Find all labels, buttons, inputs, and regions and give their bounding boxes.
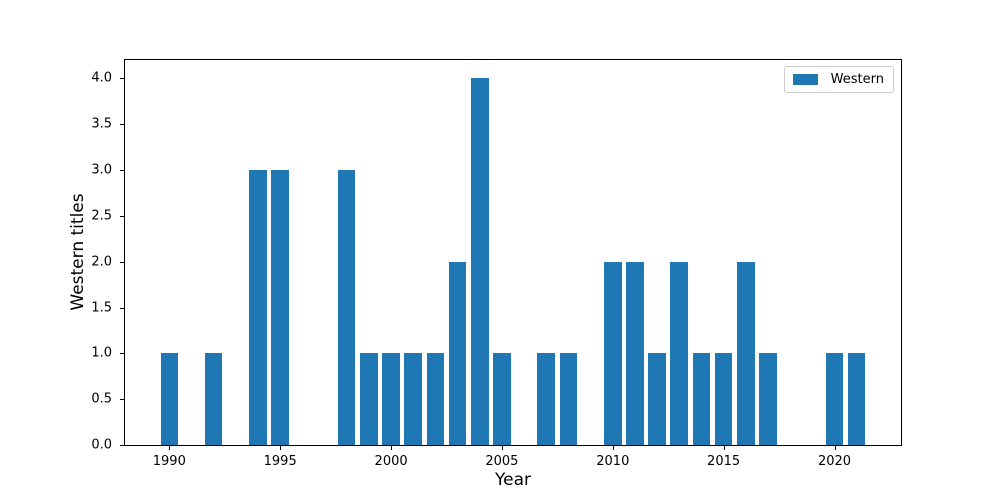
x-tick-label-2000: 2000 — [374, 454, 408, 469]
y-tick-label-3.0: 3.0 — [91, 162, 112, 178]
x-tick-label-2015: 2015 — [707, 454, 741, 469]
x-axis-label: Year — [495, 470, 531, 490]
bar-1999 — [360, 353, 378, 445]
legend-swatch-western — [792, 74, 818, 85]
x-tick-mark-1995 — [280, 446, 282, 450]
x-tick-mark-2005 — [501, 446, 503, 450]
bar-1992 — [204, 353, 223, 445]
bar-2008 — [559, 353, 578, 445]
bar-2015 — [714, 353, 733, 445]
bar-2012 — [648, 353, 666, 445]
y-tick-mark-1.5 — [120, 307, 124, 309]
y-tick-mark-3.0 — [120, 170, 124, 171]
x-tick-label-2005: 2005 — [485, 454, 519, 469]
x-tick-label-2020: 2020 — [817, 454, 852, 469]
legend-label-western: Western — [830, 72, 884, 87]
bar-2020 — [825, 353, 844, 445]
bar-2003 — [448, 261, 467, 445]
bar-2013 — [670, 261, 689, 445]
bar-2021 — [847, 353, 866, 445]
bar-2014 — [692, 353, 711, 445]
y-tick-label-2.5: 2.5 — [91, 208, 112, 224]
bar-2016 — [736, 261, 755, 445]
bar-2005 — [493, 353, 511, 445]
x-tick-mark-2000 — [391, 446, 393, 450]
y-tick-mark-0.5 — [120, 399, 124, 401]
y-tick-mark-3.5 — [120, 124, 124, 126]
bar-1998 — [337, 170, 356, 445]
x-tick-mark-1990 — [169, 446, 171, 450]
y-tick-label-2.0: 2.0 — [91, 254, 112, 270]
legend: Western — [783, 66, 894, 93]
y-tick-label-3.5: 3.5 — [91, 116, 112, 132]
x-tick-mark-2020 — [834, 446, 836, 450]
y-tick-label-4.0: 4.0 — [91, 70, 112, 86]
y-tick-mark-2.5 — [120, 215, 124, 217]
x-tick-mark-2010 — [612, 446, 614, 450]
bar-2000 — [382, 353, 400, 445]
bar-2010 — [603, 261, 622, 445]
bar-1995 — [271, 170, 289, 445]
y-tick-mark-1.0 — [120, 353, 124, 355]
bar-1990 — [160, 353, 179, 445]
x-tick-label-1995: 1995 — [263, 454, 297, 469]
bar-2001 — [404, 353, 423, 445]
y-tick-mark-0.0 — [120, 445, 124, 446]
y-tick-mark-2.0 — [120, 261, 124, 263]
x-tick-label-2010: 2010 — [596, 454, 630, 469]
bar-2017 — [759, 353, 777, 445]
bar-2007 — [537, 353, 556, 445]
plot-area: Western — [124, 59, 902, 446]
bar-2011 — [626, 261, 644, 445]
bar-1994 — [249, 170, 267, 445]
bar-2004 — [470, 78, 489, 445]
y-tick-label-0.0: 0.0 — [91, 437, 112, 453]
y-tick-label-1.0: 1.0 — [91, 345, 112, 361]
x-tick-mark-2015 — [723, 446, 725, 450]
bar-2002 — [426, 353, 445, 445]
y-tick-label-1.5: 1.5 — [91, 300, 112, 315]
x-tick-label-1990: 1990 — [152, 454, 186, 469]
y-tick-label-0.5: 0.5 — [91, 391, 112, 407]
y-tick-mark-4.0 — [120, 78, 124, 80]
